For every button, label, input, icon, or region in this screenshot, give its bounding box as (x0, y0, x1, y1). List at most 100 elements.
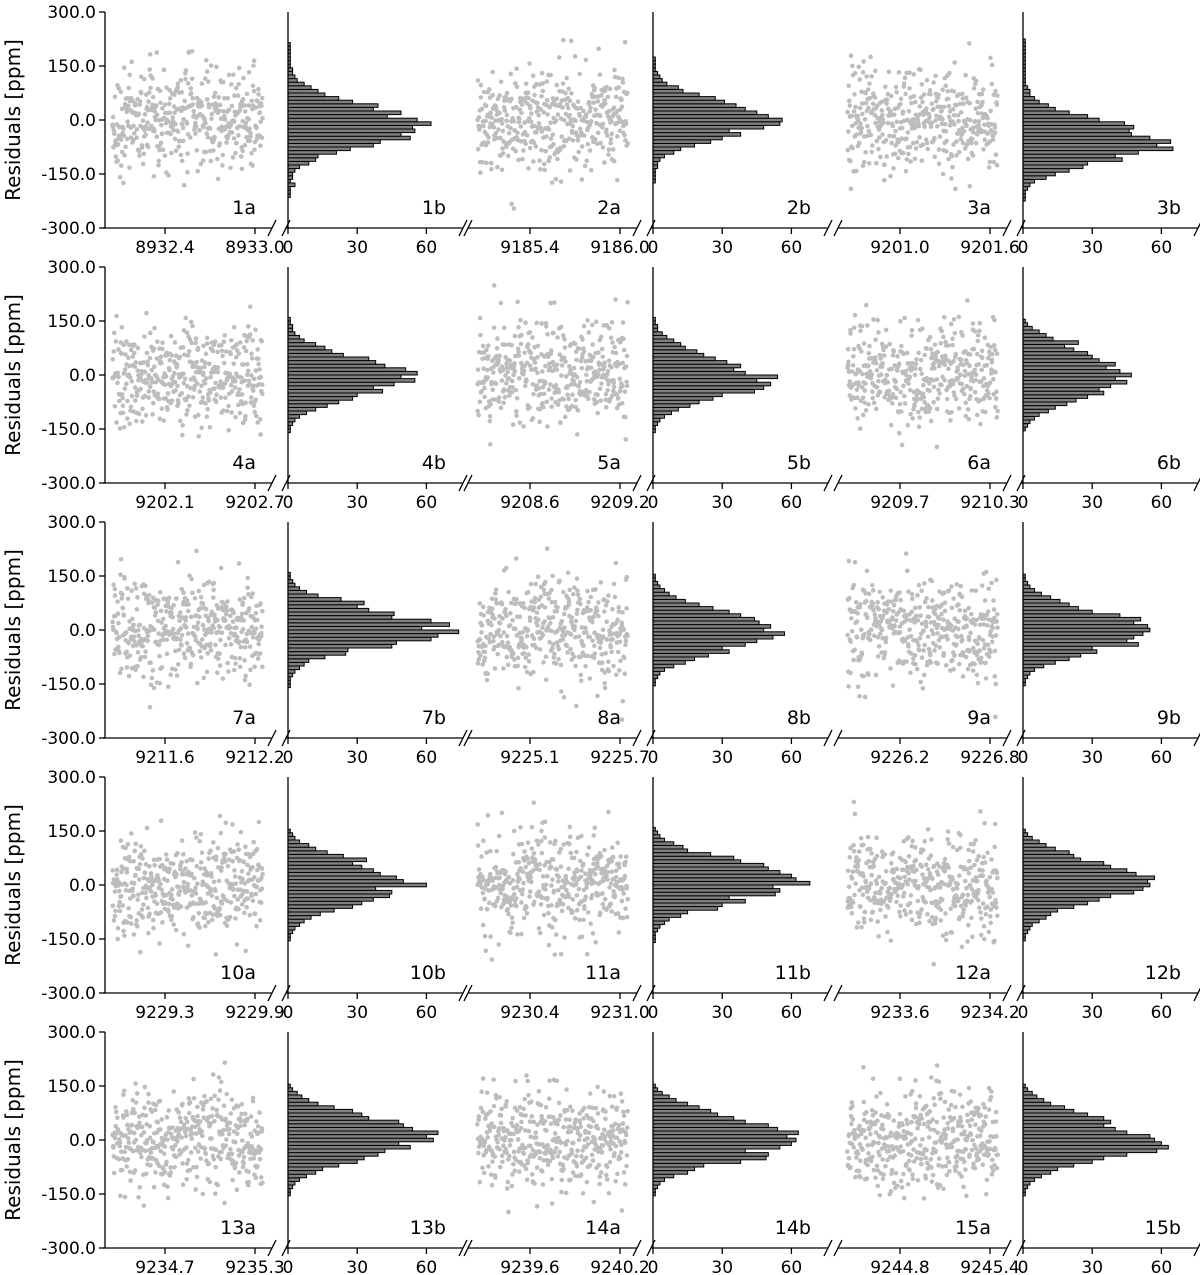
x-tick-label: 60 (781, 238, 803, 258)
data-point (496, 395, 502, 400)
data-point (110, 868, 115, 873)
histogram-bar (652, 620, 760, 626)
data-point (258, 875, 264, 881)
histogram-bar (1022, 110, 1070, 116)
data-point (199, 850, 205, 855)
histogram-bar (652, 334, 668, 340)
data-point (252, 105, 258, 110)
data-point (487, 418, 493, 424)
data-point (192, 830, 198, 835)
data-point (902, 75, 908, 81)
data-point (962, 146, 968, 151)
data-point (137, 153, 142, 158)
histogram-bar (652, 660, 686, 665)
data-point (959, 381, 965, 387)
data-point (538, 107, 544, 112)
data-point (120, 410, 126, 416)
data-point (900, 109, 906, 114)
data-point (852, 647, 858, 653)
data-point (505, 662, 511, 668)
data-point (522, 383, 528, 389)
data-point (198, 860, 204, 865)
data-point (581, 108, 586, 114)
data-point (605, 368, 611, 374)
data-point (137, 949, 143, 955)
data-point (604, 637, 610, 642)
data-point (603, 392, 609, 397)
data-point (196, 412, 201, 418)
data-point (584, 630, 589, 635)
axis-break-mark (281, 219, 291, 237)
data-point (852, 312, 858, 318)
data-point (520, 869, 526, 874)
data-point (623, 414, 628, 420)
data-point (226, 403, 231, 409)
data-point (241, 618, 247, 623)
data-point (133, 102, 138, 108)
data-point (990, 137, 996, 142)
histogram-bar (1022, 358, 1100, 363)
data-point (167, 110, 172, 116)
data-point (208, 648, 214, 653)
data-point (166, 909, 171, 914)
data-point (475, 661, 481, 666)
data-point (973, 588, 979, 593)
histogram-bar (652, 403, 691, 408)
data-point (243, 120, 249, 126)
data-point (569, 403, 575, 409)
data-point (625, 299, 630, 305)
data-point (540, 625, 545, 630)
data-point (221, 408, 226, 413)
data-point (919, 655, 925, 660)
histogram-bar (652, 616, 755, 622)
data-point (260, 391, 265, 396)
data-point (116, 888, 122, 894)
data-point (953, 186, 958, 192)
data-point (538, 391, 544, 397)
data-point (932, 342, 938, 347)
data-point (888, 173, 893, 179)
data-point (606, 668, 612, 674)
data-point (596, 600, 601, 605)
data-point (128, 347, 134, 353)
data-point (986, 165, 992, 170)
data-point (560, 105, 565, 110)
data-point (914, 357, 919, 362)
data-point (499, 601, 505, 607)
data-point (588, 119, 594, 124)
data-point (112, 403, 118, 409)
data-point (848, 331, 853, 336)
data-point (150, 412, 155, 417)
data-point (942, 377, 947, 383)
data-point (863, 150, 868, 155)
data-point (535, 623, 540, 628)
histogram-bar (287, 396, 354, 401)
histogram-bar (287, 875, 397, 881)
data-point (931, 80, 936, 85)
data-point (873, 355, 878, 360)
data-point (531, 800, 537, 805)
histogram-bar (287, 879, 404, 884)
x-tick-label: 9185.4 (500, 238, 559, 258)
data-point (922, 352, 927, 358)
data-point (921, 92, 927, 97)
data-point (600, 145, 606, 150)
data-point (200, 395, 206, 400)
data-point (540, 369, 545, 374)
data-point (249, 98, 255, 104)
data-point (925, 634, 931, 640)
data-point (159, 360, 164, 366)
data-point (607, 86, 613, 92)
data-point (142, 112, 148, 117)
data-point (535, 100, 540, 106)
data-point (958, 136, 964, 142)
data-point (513, 556, 519, 561)
data-point (956, 314, 962, 320)
data-point (958, 357, 964, 363)
data-point (912, 125, 918, 130)
histogram-bar (1022, 649, 1098, 654)
data-point (583, 112, 589, 117)
data-point (229, 103, 235, 109)
data-point (252, 911, 258, 917)
